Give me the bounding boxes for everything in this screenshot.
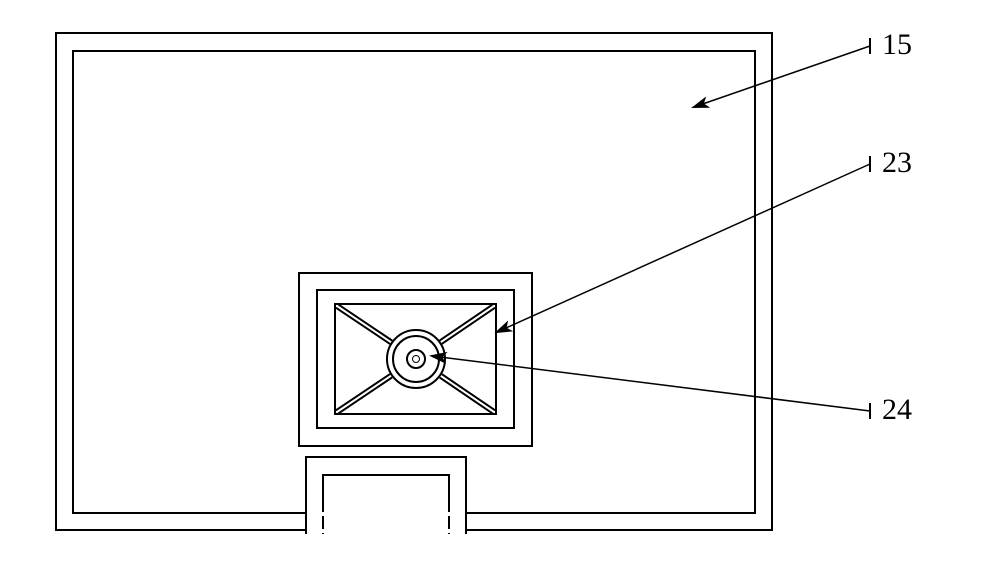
callout-label-15: 15 [882,28,912,62]
cutout-inner [322,474,450,534]
callout-label-24: 24 [882,393,912,427]
cutout-cover-inner [307,512,465,516]
callout-label-23: 23 [882,146,912,180]
cutout-cover-outer [307,529,465,533]
circle-dot [412,355,420,363]
